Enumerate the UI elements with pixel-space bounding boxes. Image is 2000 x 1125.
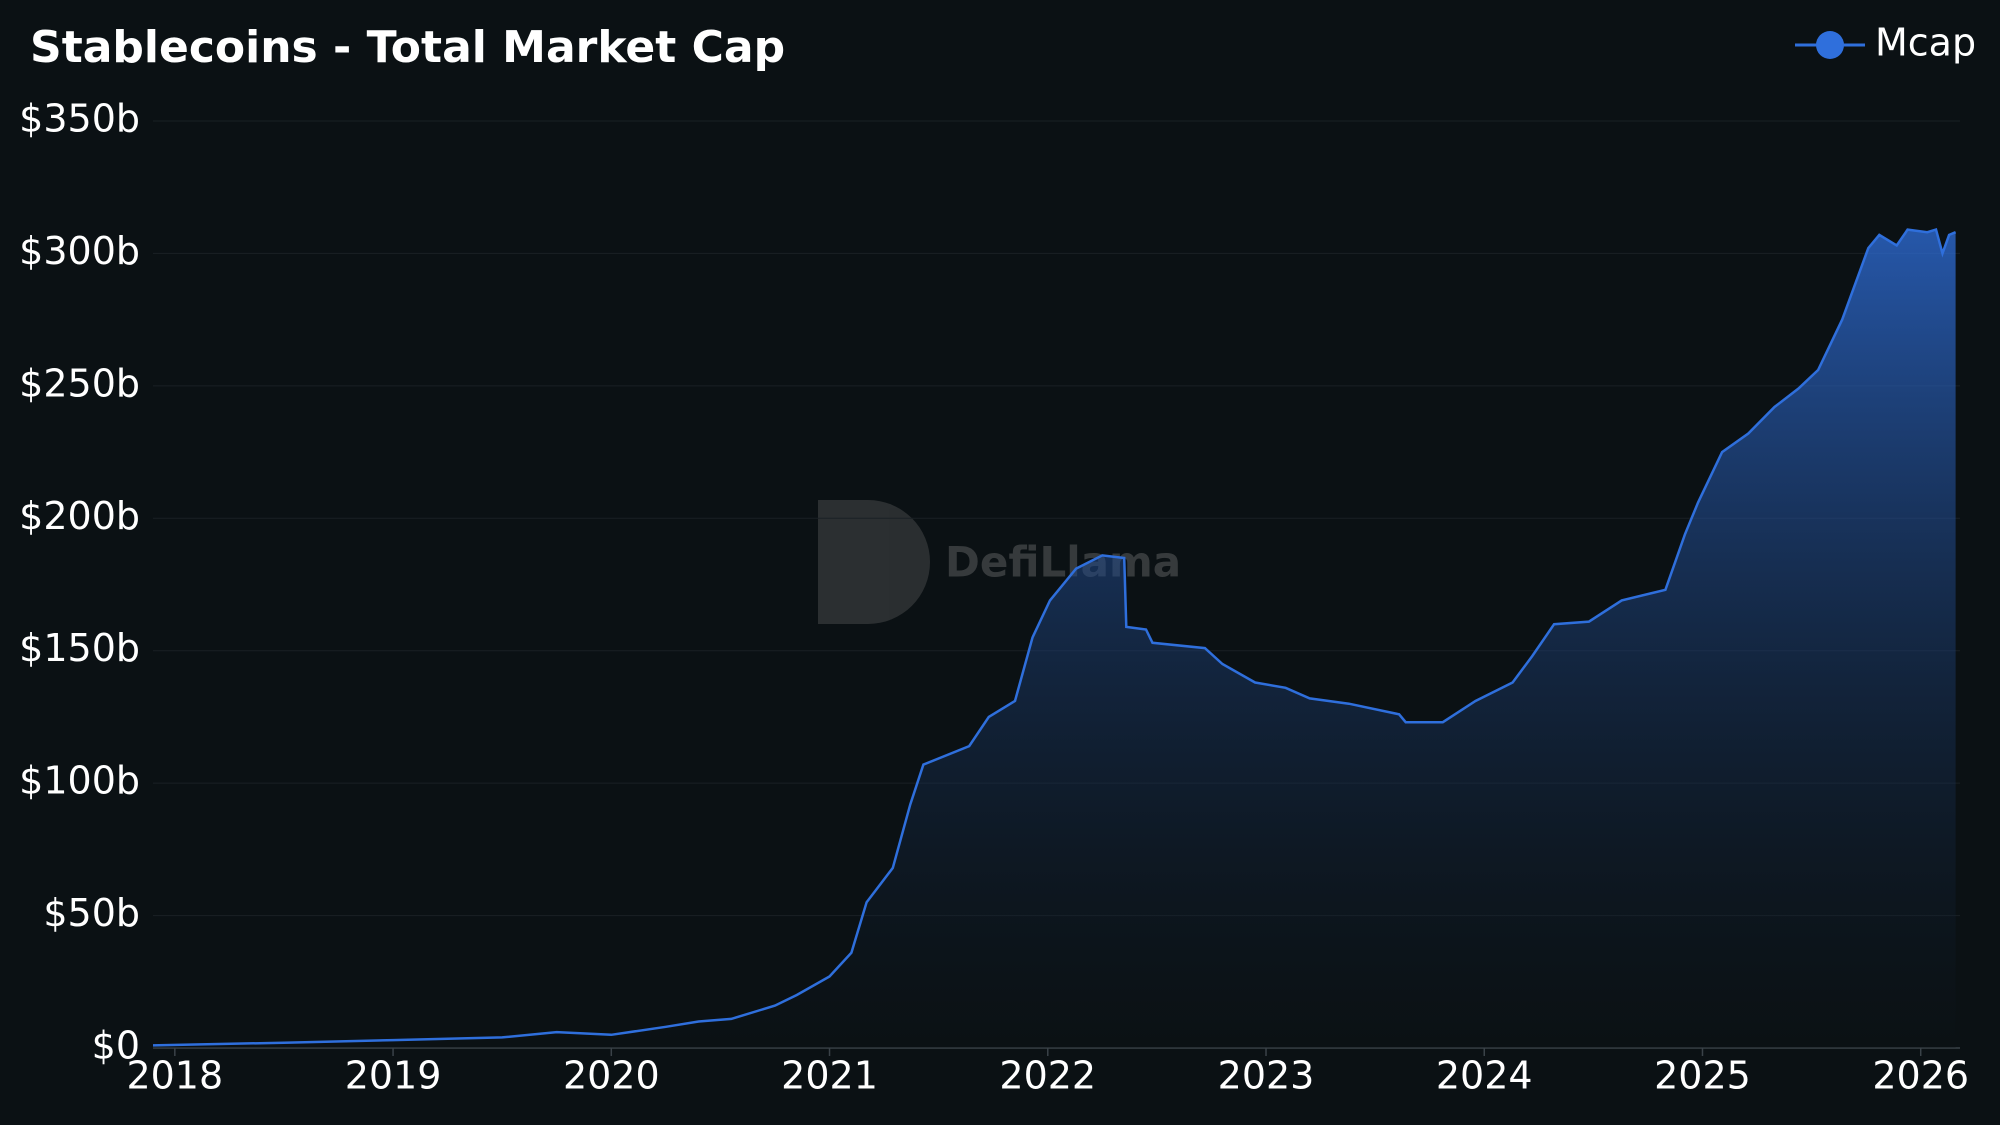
y-tick-label: $150b [19,626,140,670]
y-tick-label: $300b [19,229,140,273]
x-tick-label: 2022 [999,1054,1096,1098]
watermark-logo [818,500,930,624]
y-tick-label: $250b [19,361,140,405]
legend-label: Mcap [1875,21,1976,65]
x-tick-label: 2019 [345,1054,442,1098]
x-tick-label: 2026 [1872,1054,1969,1098]
legend-item: Mcap [1795,21,1976,65]
x-tick-label: 2025 [1654,1054,1751,1098]
area-line [152,228,1957,1047]
x-tick-label: 2021 [781,1054,878,1098]
x-tick-label: 2020 [563,1054,660,1098]
watermark-text: DefiLlama [945,538,1181,587]
x-tick-label: 2018 [126,1054,223,1098]
x-tick-label: 2024 [1436,1054,1533,1098]
chart-title: Stablecoins - Total Market Cap [30,22,785,73]
x-tick-label: 2023 [1218,1054,1315,1098]
watermark: DefiLlama [818,500,1181,624]
y-tick-label: $200b [19,494,140,538]
legend-marker [1816,31,1844,59]
y-tick-label: $50b [43,891,140,935]
area-fill [153,229,1956,1049]
y-tick-label: $0 [92,1024,140,1068]
y-tick-label: $100b [19,759,140,803]
y-tick-label: $350b [19,97,140,141]
